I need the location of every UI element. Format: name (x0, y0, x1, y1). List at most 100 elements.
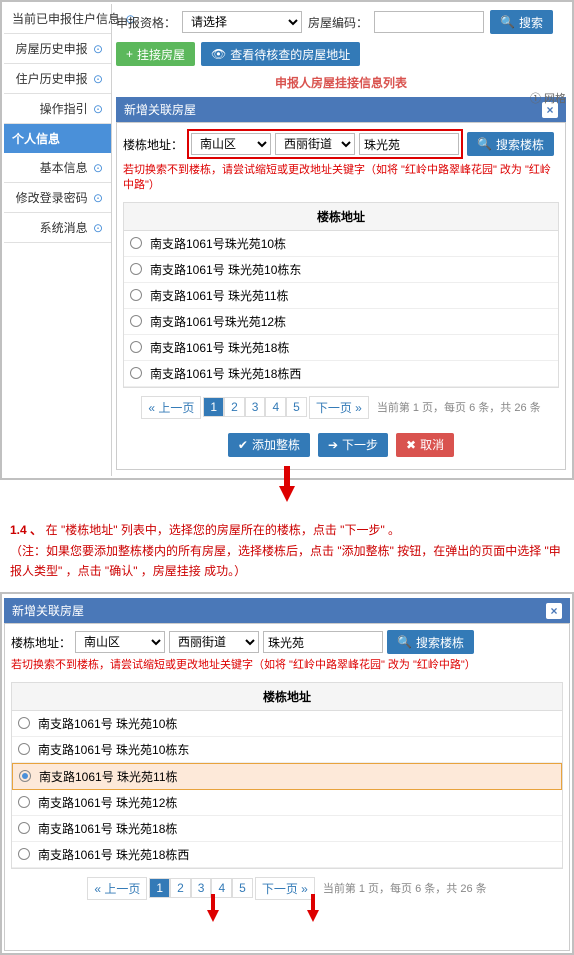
arrow-icon (307, 910, 319, 922)
chevron-icon: ⊙ (90, 161, 103, 175)
street-select-2[interactable]: 西丽街道 (169, 631, 259, 653)
radio-icon[interactable] (18, 743, 30, 755)
addr-label-2: 楼栋地址： (11, 634, 71, 651)
table-row[interactable]: 南支路1061号 珠光苑18栋西 (12, 842, 562, 868)
sidebar-item[interactable]: 房屋历史申报 ⊙ (4, 34, 111, 64)
page-prev-2[interactable]: « 上一页 (87, 877, 147, 900)
radio-icon[interactable] (130, 341, 142, 353)
panel-bottom: 新增关联房屋 × 楼栋地址： 南山区 西丽街道 🔍搜索楼栋 若切换索不到楼栋，请… (0, 592, 574, 954)
search-icon: 🔍 (477, 137, 492, 151)
page-num[interactable]: 1 (203, 397, 224, 417)
code-input[interactable] (374, 11, 484, 33)
page-num[interactable]: 4 (265, 397, 286, 417)
table-row[interactable]: 南支路1061号珠光苑12栋 (124, 309, 558, 335)
step-number: 1.4 、 (10, 523, 42, 537)
sidebar-item[interactable]: 当前已申报住户信息 ⊙ (4, 4, 111, 34)
arrow-icon (311, 894, 315, 910)
page-num[interactable]: 2 (170, 878, 191, 898)
page-num[interactable]: 3 (245, 397, 266, 417)
page-num[interactable]: 3 (191, 878, 212, 898)
table-row[interactable]: 南支路1061号 珠光苑18栋西 (124, 361, 558, 387)
modal-title-2: 新增关联房屋 (12, 602, 84, 619)
check-address-button[interactable]: 👁查看待核查的房屋地址 (201, 42, 360, 66)
chevron-icon: ⊙ (90, 191, 103, 205)
chevron-icon: ⊙ (90, 221, 103, 235)
search-building-button-2[interactable]: 🔍搜索楼栋 (387, 630, 474, 654)
table-row[interactable]: 南支路1061号 珠光苑18栋 (124, 335, 558, 361)
radio-icon[interactable] (130, 367, 142, 379)
arrow-icon (207, 910, 219, 922)
table-row[interactable]: 南支路1061号 珠光苑11栋 (124, 283, 558, 309)
page-num[interactable]: 5 (232, 878, 253, 898)
main-area: 申报资格： 请选择 房屋编码： 🔍搜索 +挂接房屋 👁查看待核查的房屋地址 申报… (112, 4, 570, 476)
cancel-button[interactable]: ✖取消 (396, 433, 454, 457)
radio-icon[interactable] (130, 289, 142, 301)
next-button[interactable]: ➔下一步 (318, 433, 388, 457)
building-table: 楼栋地址 南支路1061号珠光苑10栋南支路1061号 珠光苑10栋东南支路10… (123, 202, 559, 388)
link-house-button[interactable]: +挂接房屋 (116, 42, 195, 66)
radio-icon[interactable] (18, 717, 30, 729)
arrow-down-icon (279, 486, 295, 502)
row-text: 南支路1061号 珠光苑12栋 (38, 794, 177, 811)
x-icon: ✖ (406, 438, 416, 452)
modal-body-2: 楼栋地址： 南山区 西丽街道 🔍搜索楼栋 若切换索不到楼栋，请尝试缩短或更改地址… (4, 623, 570, 950)
search-highlight-box: 南山区 西丽街道 (187, 129, 463, 159)
row-text: 南支路1061号 珠光苑18栋 (38, 820, 177, 837)
modal-body: 楼栋地址： 南山区 西丽街道 🔍搜索楼栋 若切换索不到楼栋，请尝试缩短或更改地址… (116, 122, 566, 470)
page-next-2[interactable]: 下一页 » (255, 877, 315, 900)
table-row[interactable]: 南支路1061号 珠光苑11栋 (12, 763, 562, 790)
chevron-icon: ⊙ (90, 42, 103, 56)
sidebar-item[interactable]: 系统消息 ⊙ (4, 213, 111, 243)
plus-icon: + (126, 47, 133, 61)
radio-icon[interactable] (18, 822, 30, 834)
addr-label: 楼栋地址： (123, 136, 183, 153)
table-row[interactable]: 南支路1061号 珠光苑10栋东 (124, 257, 558, 283)
table-row[interactable]: 南支路1061号 珠光苑18栋 (12, 816, 562, 842)
radio-icon[interactable] (19, 770, 31, 782)
table-row[interactable]: 南支路1061号珠光苑10栋 (124, 231, 558, 257)
street-select[interactable]: 西丽街道 (275, 133, 355, 155)
row-text: 南支路1061号珠光苑10栋 (150, 235, 286, 252)
table-row[interactable]: 南支路1061号 珠光苑10栋东 (12, 737, 562, 763)
sidebar-section-personal: 个人信息 (4, 124, 111, 153)
step-main: 在 "楼栋地址" 列表中，选择您的房屋所在的楼栋，点击 "下一步" 。 (46, 523, 400, 537)
radio-icon[interactable] (130, 263, 142, 275)
radio-icon[interactable] (130, 237, 142, 249)
code-label: 房屋编码： (308, 14, 368, 31)
page-num[interactable]: 2 (224, 397, 245, 417)
radio-icon[interactable] (18, 848, 30, 860)
table-row[interactable]: 南支路1061号 珠光苑10栋 (12, 711, 562, 737)
table-row[interactable]: 南支路1061号 珠光苑12栋 (12, 790, 562, 816)
page-prev[interactable]: « 上一页 (141, 396, 201, 419)
row-text: 南支路1061号 珠光苑10栋 (38, 715, 177, 732)
sidebar-item[interactable]: 基本信息 ⊙ (4, 153, 111, 183)
page-num[interactable]: 5 (286, 397, 307, 417)
search-building-button[interactable]: 🔍搜索楼栋 (467, 132, 554, 156)
row-text: 南支路1061号 珠光苑10栋东 (150, 261, 301, 278)
page-num[interactable]: 1 (149, 878, 170, 898)
sidebar-item[interactable]: 住户历史申报 ⊙ (4, 64, 111, 94)
sidebar: 当前已申报住户信息 ⊙房屋历史申报 ⊙住户历史申报 ⊙操作指引 ⊙ 个人信息 基… (4, 4, 112, 476)
building-input-2[interactable] (263, 631, 383, 653)
eye-icon: 👁 (211, 47, 226, 61)
qual-label: 申报资格： (116, 14, 176, 31)
search-button[interactable]: 🔍搜索 (490, 10, 553, 34)
row-text: 南支路1061号珠光苑12栋 (150, 313, 286, 330)
qual-select[interactable]: 请选择 (182, 11, 302, 33)
radio-icon[interactable] (130, 315, 142, 327)
building-input[interactable] (359, 133, 459, 155)
close-icon-2[interactable]: × (546, 603, 562, 619)
page-next[interactable]: 下一页 » (309, 396, 369, 419)
pager-info-2: 当前第 1 页，每页 6 条，共 26 条 (323, 880, 487, 896)
add-all-button[interactable]: ✔添加整栋 (228, 433, 310, 457)
search-warning: 若切换索不到楼栋，请尝试缩短或更改地址关键字（如将 "红岭中路翠峰花园" 改为 … (123, 163, 559, 194)
row-text: 南支路1061号 珠光苑18栋西 (150, 365, 301, 382)
search-icon: 🔍 (397, 635, 412, 649)
row-text: 南支路1061号 珠光苑11栋 (39, 768, 178, 785)
arrow-right-icon: ➔ (328, 438, 338, 452)
sidebar-item[interactable]: 修改登录密码 ⊙ (4, 183, 111, 213)
district-select[interactable]: 南山区 (191, 133, 271, 155)
district-select-2[interactable]: 南山区 (75, 631, 165, 653)
radio-icon[interactable] (18, 796, 30, 808)
sidebar-item[interactable]: 操作指引 ⊙ (4, 94, 111, 124)
